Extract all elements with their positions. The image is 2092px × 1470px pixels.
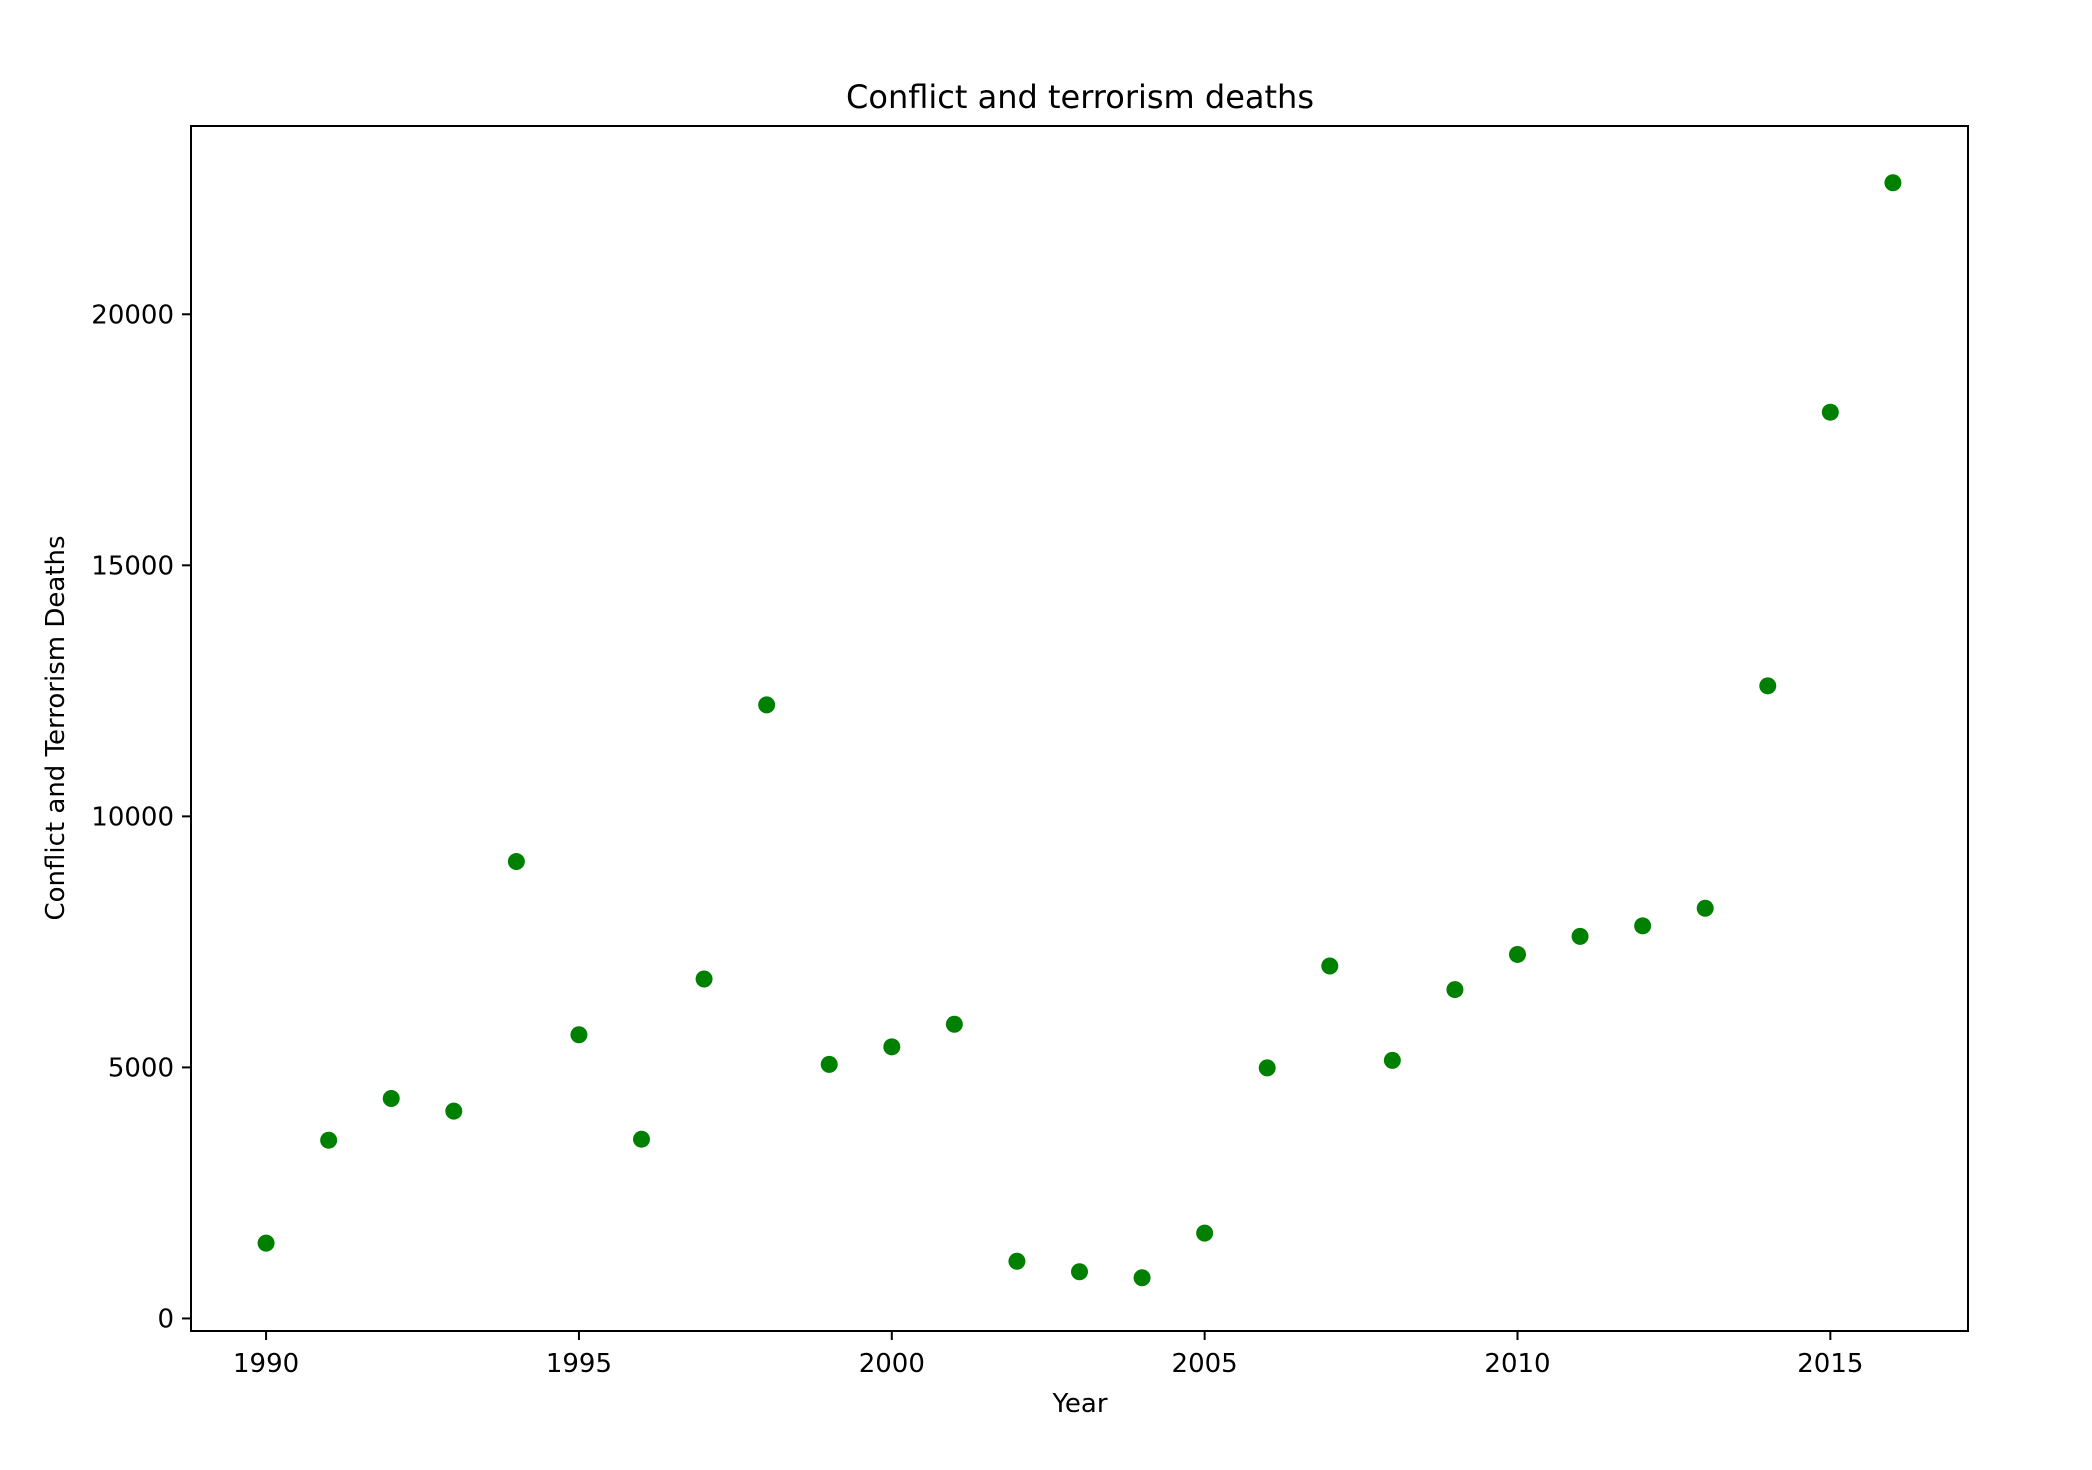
data-point [1196, 1224, 1214, 1242]
x-tick-label: 2010 [1484, 1349, 1550, 1379]
x-tick-label: 1990 [233, 1349, 299, 1379]
data-point [1696, 899, 1714, 917]
data-point [1133, 1269, 1151, 1287]
data-point [1884, 174, 1902, 192]
x-axis-label: Year [1051, 1389, 1107, 1419]
data-point [1071, 1263, 1088, 1281]
data-points [257, 174, 1902, 1287]
plot-frame [190, 125, 1969, 1332]
data-point [257, 1234, 275, 1252]
data-point [1258, 1059, 1276, 1077]
data-point [1321, 957, 1339, 975]
data-point [945, 1015, 963, 1033]
data-point [1759, 677, 1777, 695]
data-point [883, 1038, 901, 1056]
x-tick-label: 2015 [1797, 1349, 1863, 1379]
data-point [1508, 945, 1526, 963]
data-point [320, 1131, 338, 1149]
data-point [633, 1130, 651, 1148]
x-tick-label: 2000 [859, 1349, 925, 1379]
data-point [1634, 917, 1652, 935]
data-point [382, 1090, 400, 1108]
data-point [1821, 403, 1839, 421]
data-point [570, 1026, 588, 1044]
y-tick-label: 5000 [108, 1053, 174, 1083]
y-tick-label: 15000 [91, 551, 174, 581]
data-point [1383, 1051, 1401, 1069]
y-tick-label: 0 [157, 1304, 174, 1334]
data-point [507, 853, 525, 871]
data-point [695, 970, 713, 988]
data-point [1446, 981, 1464, 999]
data-point [445, 1102, 463, 1120]
data-point [1571, 927, 1589, 945]
y-tick-label: 10000 [91, 802, 174, 832]
axis-ticks: 1990 1995 2000 2005 2010 2015 0 5000 10000 15000 2… [91, 300, 1863, 1379]
y-tick-label: 20000 [91, 300, 174, 330]
x-tick-label: 2005 [1172, 1349, 1238, 1379]
data-point [1008, 1252, 1026, 1270]
data-point [758, 696, 776, 714]
chart-title: Conflict and terrorism deaths [846, 78, 1314, 116]
y-axis-label: Conflict and Terrorism Deaths [41, 535, 71, 920]
x-tick-label: 1995 [546, 1349, 612, 1379]
data-point [820, 1055, 838, 1073]
